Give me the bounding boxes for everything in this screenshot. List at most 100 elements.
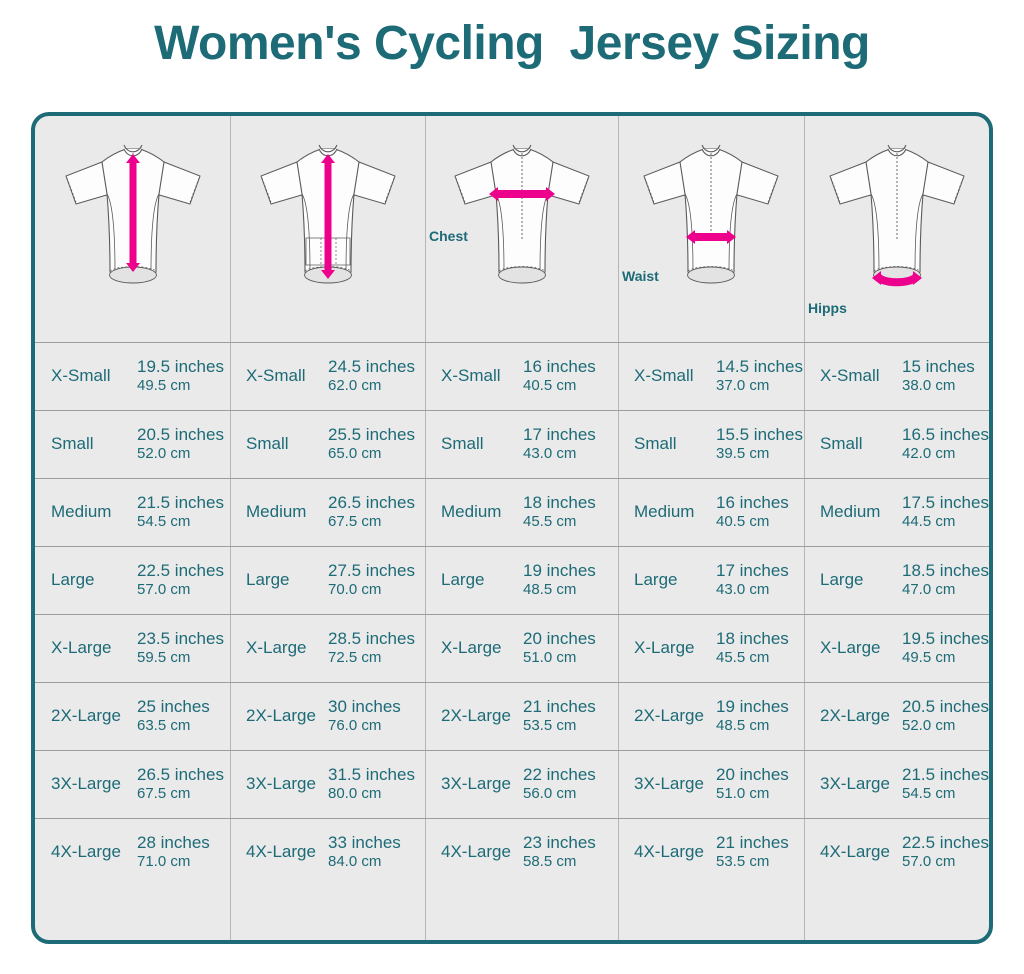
table-row: 2X-Large 19 inches 48.5 cm bbox=[618, 682, 804, 750]
measurement-value: 19 inches 48.5 cm bbox=[716, 696, 789, 736]
size-name: Medium bbox=[820, 502, 881, 521]
measurement-cm: 44.5 cm bbox=[902, 513, 956, 531]
measurement-cm: 40.5 cm bbox=[523, 377, 577, 395]
table-row: 2X-Large 20.5 inches 52.0 cm bbox=[804, 682, 989, 750]
measurement-value: 22.5 inches 57.0 cm bbox=[902, 832, 989, 872]
measurement-value: 19.5 inches 49.5 cm bbox=[902, 628, 989, 668]
measurement-label-hipps: Hipps bbox=[808, 300, 847, 316]
jersey-illustration-hipps-icon bbox=[822, 132, 972, 327]
table-row: Large 17 inches 43.0 cm bbox=[618, 546, 804, 614]
measurement-inches: 19 inches bbox=[523, 561, 596, 580]
size-name: 2X-Large bbox=[441, 706, 511, 725]
measurement-value: 18.5 inches 47.0 cm bbox=[902, 560, 989, 600]
table-row: 4X-Large 22.5 inches 57.0 cm bbox=[804, 818, 989, 886]
measurement-inches: 21.5 inches bbox=[902, 765, 989, 784]
measurement-inches: 19.5 inches bbox=[137, 357, 224, 376]
measurement-inches: 15.5 inches bbox=[716, 425, 803, 444]
size-name: X-Small bbox=[634, 366, 694, 385]
measurement-value: 25.5 inches 65.0 cm bbox=[328, 424, 415, 464]
table-row: X-Large 28.5 inches 72.5 cm bbox=[230, 614, 425, 682]
measurement-inches: 28 inches bbox=[137, 833, 210, 852]
measurement-inches: 24.5 inches bbox=[328, 357, 415, 376]
measurement-cm: 62.0 cm bbox=[328, 377, 382, 395]
table-row: Medium 16 inches 40.5 cm bbox=[618, 478, 804, 546]
jersey-diagram-back-length bbox=[230, 116, 425, 342]
table-row: X-Small 15 inches 38.0 cm bbox=[804, 342, 989, 410]
measurement-inches: 21 inches bbox=[716, 833, 789, 852]
size-name: 2X-Large bbox=[246, 706, 316, 725]
size-name: X-Small bbox=[246, 366, 306, 385]
measurement-cm: 40.5 cm bbox=[716, 513, 770, 531]
size-name: X-Large bbox=[51, 638, 112, 657]
measurement-cm: 54.5 cm bbox=[137, 513, 191, 531]
table-row: Small 25.5 inches 65.0 cm bbox=[230, 410, 425, 478]
size-name: 2X-Large bbox=[51, 706, 121, 725]
measurement-inches: 26.5 inches bbox=[328, 493, 415, 512]
measurement-value: 24.5 inches 62.0 cm bbox=[328, 356, 415, 396]
measurement-inches: 17.5 inches bbox=[902, 493, 989, 512]
measurement-cm: 76.0 cm bbox=[328, 717, 382, 735]
measurement-value: 28.5 inches 72.5 cm bbox=[328, 628, 415, 668]
measurement-value: 28 inches 71.0 cm bbox=[137, 832, 210, 872]
column-divider-1 bbox=[230, 116, 231, 940]
measurement-inches: 20 inches bbox=[716, 765, 789, 784]
table-row: 3X-Large 20 inches 51.0 cm bbox=[618, 750, 804, 818]
measurement-cm: 43.0 cm bbox=[716, 581, 770, 599]
size-name: X-Large bbox=[634, 638, 695, 657]
size-name: Large bbox=[820, 570, 864, 589]
measurement-cm: 51.0 cm bbox=[716, 785, 770, 803]
size-name: X-Large bbox=[246, 638, 307, 657]
measurement-cm: 45.5 cm bbox=[716, 649, 770, 667]
measurement-inches: 21 inches bbox=[523, 697, 596, 716]
measurement-cm: 57.0 cm bbox=[137, 581, 191, 599]
measurement-cm: 80.0 cm bbox=[328, 785, 382, 803]
size-name: 4X-Large bbox=[246, 842, 316, 861]
table-row: Medium 18 inches 45.5 cm bbox=[425, 478, 618, 546]
table-row: 2X-Large 21 inches 53.5 cm bbox=[425, 682, 618, 750]
table-row: Small 16.5 inches 42.0 cm bbox=[804, 410, 989, 478]
row-separator bbox=[35, 750, 989, 751]
size-name: Small bbox=[634, 434, 677, 453]
measurement-inches: 14.5 inches bbox=[716, 357, 803, 376]
measurement-cm: 49.5 cm bbox=[902, 649, 956, 667]
table-row: Small 15.5 inches 39.5 cm bbox=[618, 410, 804, 478]
table-row: 4X-Large 28 inches 71.0 cm bbox=[35, 818, 230, 886]
size-name: Large bbox=[634, 570, 678, 589]
jersey-diagram-chest: Chest bbox=[425, 116, 618, 342]
measurement-cm: 58.5 cm bbox=[523, 853, 577, 871]
measurement-value: 21.5 inches 54.5 cm bbox=[137, 492, 224, 532]
size-name: 3X-Large bbox=[246, 774, 316, 793]
table-row: 2X-Large 30 inches 76.0 cm bbox=[230, 682, 425, 750]
measurement-inches: 17 inches bbox=[523, 425, 596, 444]
size-name: Medium bbox=[441, 502, 502, 521]
measurement-cm: 72.5 cm bbox=[328, 649, 382, 667]
measurement-inches: 20.5 inches bbox=[137, 425, 224, 444]
jersey-diagram-front-length bbox=[35, 116, 230, 342]
size-name: Small bbox=[246, 434, 289, 453]
measurement-value: 14.5 inches 37.0 cm bbox=[716, 356, 803, 396]
jersey-diagram-waist: Waist bbox=[618, 116, 804, 342]
measurement-value: 20 inches 51.0 cm bbox=[716, 764, 789, 804]
measurement-value: 15.5 inches 39.5 cm bbox=[716, 424, 803, 464]
measurement-inches: 25.5 inches bbox=[328, 425, 415, 444]
column-divider-3 bbox=[618, 116, 619, 940]
size-name: X-Small bbox=[51, 366, 111, 385]
measurement-inches: 30 inches bbox=[328, 697, 401, 716]
column-divider-2 bbox=[425, 116, 426, 940]
size-name: 4X-Large bbox=[441, 842, 511, 861]
measurement-cm: 71.0 cm bbox=[137, 853, 191, 871]
size-name: Large bbox=[441, 570, 485, 589]
table-row: X-Small 16 inches 40.5 cm bbox=[425, 342, 618, 410]
table-row: 4X-Large 33 inches 84.0 cm bbox=[230, 818, 425, 886]
measurement-inches: 21.5 inches bbox=[137, 493, 224, 512]
measurement-inches: 15 inches bbox=[902, 357, 975, 376]
measurement-value: 19.5 inches 49.5 cm bbox=[137, 356, 224, 396]
table-row: Small 17 inches 43.0 cm bbox=[425, 410, 618, 478]
table-row: X-Small 14.5 inches 37.0 cm bbox=[618, 342, 804, 410]
jersey-illustration-chest-icon bbox=[447, 132, 597, 327]
measurement-value: 16 inches 40.5 cm bbox=[716, 492, 789, 532]
size-name: 3X-Large bbox=[441, 774, 511, 793]
size-name: 3X-Large bbox=[51, 774, 121, 793]
table-row: 2X-Large 25 inches 63.5 cm bbox=[35, 682, 230, 750]
measurement-value: 30 inches 76.0 cm bbox=[328, 696, 401, 736]
